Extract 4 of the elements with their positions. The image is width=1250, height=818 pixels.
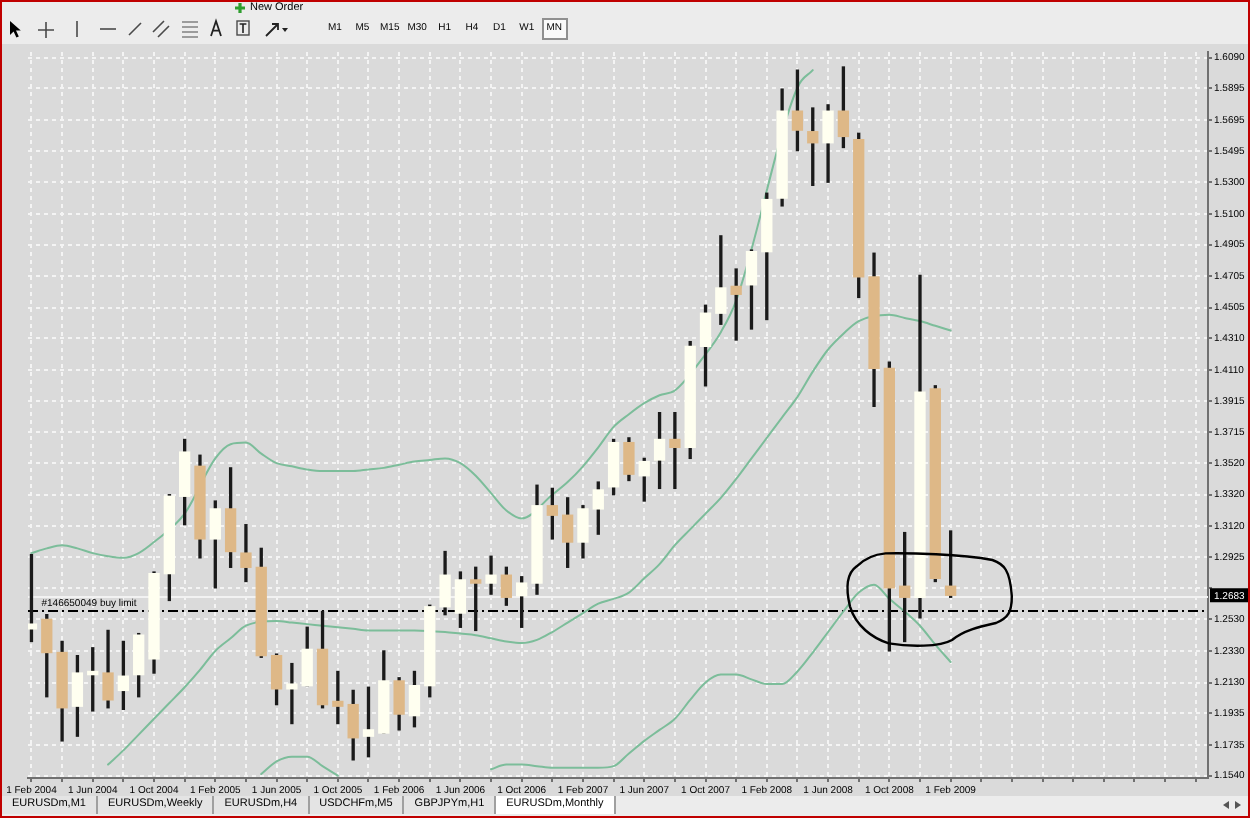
candlestick [332, 670, 344, 725]
candlestick [669, 411, 681, 490]
candlestick [730, 268, 742, 341]
line-series [30, 69, 814, 559]
